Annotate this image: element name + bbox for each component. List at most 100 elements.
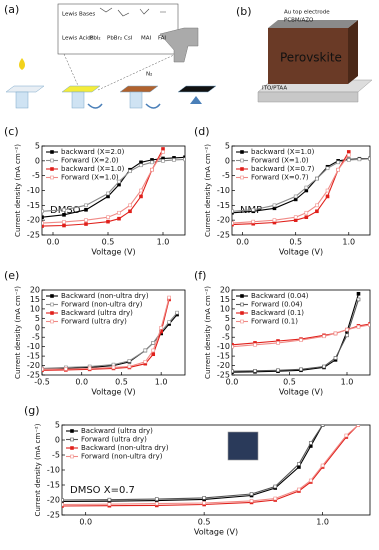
data-point — [159, 325, 163, 330]
y-tick-label: -25 — [217, 231, 230, 240]
x-tick-label: 0.5 — [289, 238, 302, 247]
legend-label: Forward (ultra dry) — [61, 318, 127, 326]
acid-name: MAI — [141, 36, 152, 42]
x-tick-label: 1.0 — [341, 378, 354, 387]
pedestal — [71, 91, 85, 109]
legend-label: Forward (0.04) — [251, 301, 303, 309]
data-point — [249, 499, 254, 503]
legend-marker — [70, 437, 74, 442]
legend-marker — [50, 158, 54, 163]
legend-label: backward (X=2.0) — [61, 148, 125, 156]
plot-area — [232, 150, 370, 227]
data-point — [293, 194, 298, 199]
data-point — [62, 213, 66, 217]
data-point — [315, 209, 319, 214]
data-point — [84, 203, 88, 208]
legend-label: Forward (X=2.0) — [61, 157, 119, 165]
y-tick-label: 5 — [55, 421, 60, 430]
data-point — [345, 327, 349, 332]
x-tick-label: 0.0 — [79, 518, 92, 527]
x-tick-label: 0.5 — [198, 518, 211, 527]
plot-area — [232, 291, 370, 374]
data-point — [346, 150, 351, 154]
y-tick-label: -15 — [47, 481, 60, 490]
data-point — [107, 502, 112, 507]
top-layers — [268, 20, 358, 28]
y-tick-label: 20 — [30, 286, 40, 295]
data-point — [84, 207, 88, 212]
panel-label: (g) — [24, 404, 40, 417]
data-point — [273, 496, 278, 501]
data-point — [151, 341, 156, 345]
data-point — [346, 153, 351, 157]
legend-marker — [240, 167, 244, 171]
y-tick-label: -10 — [47, 466, 60, 475]
absorber-label: Perovskite — [280, 51, 342, 65]
data-point — [167, 295, 171, 300]
bottom-label: ITO/PTAA — [262, 86, 287, 92]
chart: 0.0 0.5 1.0 -25 -20 -15 -10 -5 0 5 Voltage (V) Curr… — [4, 125, 186, 257]
data-point — [272, 203, 277, 208]
y-tick-label: -25 — [47, 511, 60, 520]
x-tick-label: 0.5 — [115, 378, 128, 387]
legend-marker — [240, 158, 244, 163]
data-point — [232, 342, 234, 347]
x-tick-label: 1.0 — [157, 238, 170, 247]
y-axis-label: Current density (mA cm⁻²) — [34, 423, 42, 516]
data-point — [62, 223, 66, 228]
legend-label: Backward (0.1) — [251, 309, 304, 317]
data-point — [62, 502, 64, 507]
x-tick-label: -0.5 — [34, 378, 50, 387]
data-point — [325, 188, 330, 193]
legend-marker — [70, 429, 74, 433]
legend-marker — [240, 319, 244, 324]
data-point — [249, 492, 254, 496]
legend-marker — [70, 454, 74, 459]
x-axis-label: Voltage (V) — [279, 388, 323, 397]
y-tick-label: -15 — [27, 352, 40, 361]
y-tick-label: -5 — [32, 333, 40, 342]
data-point — [299, 338, 303, 342]
legend-marker — [50, 311, 54, 315]
data-point — [151, 352, 156, 357]
data-point — [304, 210, 309, 215]
data-point — [320, 463, 325, 468]
data-point — [106, 191, 110, 196]
legend-marker — [240, 311, 244, 315]
substrate — [5, 85, 45, 93]
y-axis-label: Current density (mA cm⁻²) — [14, 286, 22, 379]
y-tick-label: 5 — [225, 314, 230, 323]
legend-label: backward (X=0.7) — [251, 165, 315, 173]
substrate — [119, 85, 159, 93]
acid-name: CsI — [124, 36, 133, 42]
substrate-side — [257, 91, 359, 103]
data-point — [62, 207, 66, 212]
x-tick-label: 0.5 — [283, 378, 296, 387]
data-point — [315, 203, 319, 208]
data-point — [107, 497, 112, 502]
data-point — [42, 367, 44, 372]
pedestal — [15, 91, 29, 109]
legend-marker — [50, 150, 54, 154]
x-axis-label: Voltage (V) — [91, 248, 135, 257]
y-tick-label: -15 — [27, 201, 40, 210]
legend-marker — [50, 175, 54, 180]
y-tick-label: -20 — [27, 216, 40, 225]
y-tick-label: 0 — [35, 323, 40, 332]
data-point — [64, 367, 68, 371]
series-line — [232, 299, 360, 372]
data-point — [297, 487, 301, 492]
data-point — [251, 219, 256, 224]
y-tick-label: 10 — [30, 304, 40, 313]
y-tick-label: -5 — [52, 451, 60, 460]
panel-label: (e) — [4, 269, 19, 282]
data-point — [154, 501, 159, 506]
etl-label: PCBM/AZO — [284, 18, 314, 24]
spin-arrow — [145, 103, 161, 109]
data-point — [304, 185, 309, 190]
y-tick-label: 0 — [35, 156, 40, 165]
data-point — [232, 369, 234, 374]
legend-label: Forward (ultra dry) — [81, 436, 147, 444]
molecule-sketch — [99, 7, 166, 17]
